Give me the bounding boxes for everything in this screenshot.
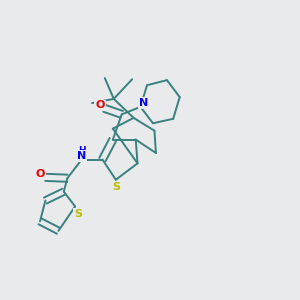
Text: O: O (35, 169, 45, 179)
Text: O: O (95, 100, 105, 110)
Text: S: S (112, 182, 120, 192)
Text: S: S (74, 209, 82, 219)
Text: N: N (139, 98, 148, 108)
Text: N: N (77, 151, 86, 161)
Text: H: H (78, 146, 86, 155)
